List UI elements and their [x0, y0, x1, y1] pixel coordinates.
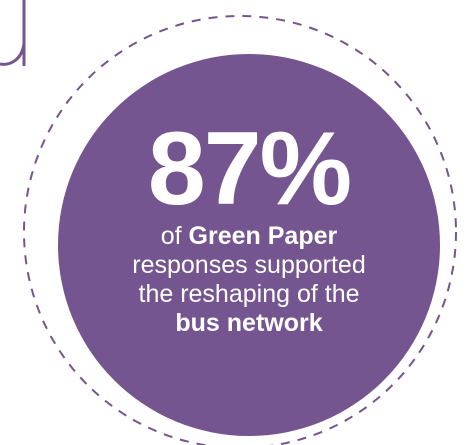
caption-bus-network: bus network: [175, 309, 323, 337]
stat-value: 87%: [147, 111, 352, 227]
caption-line-2: responses supported: [132, 251, 366, 279]
caption-prefix: of: [160, 222, 189, 250]
stat-circle: 87% of Green Paper responses supported t…: [58, 54, 440, 436]
stat-caption: of Green Paper responses supported the r…: [58, 222, 440, 338]
caption-green-paper: Green Paper: [188, 222, 338, 250]
stat-content: 87% of Green Paper responses supported t…: [58, 54, 440, 436]
caption-line-3: the reshaping of the: [138, 280, 360, 308]
partial-letter-graphic: [0, 0, 26, 66]
caption-line-1: of Green Paper: [58, 222, 440, 251]
